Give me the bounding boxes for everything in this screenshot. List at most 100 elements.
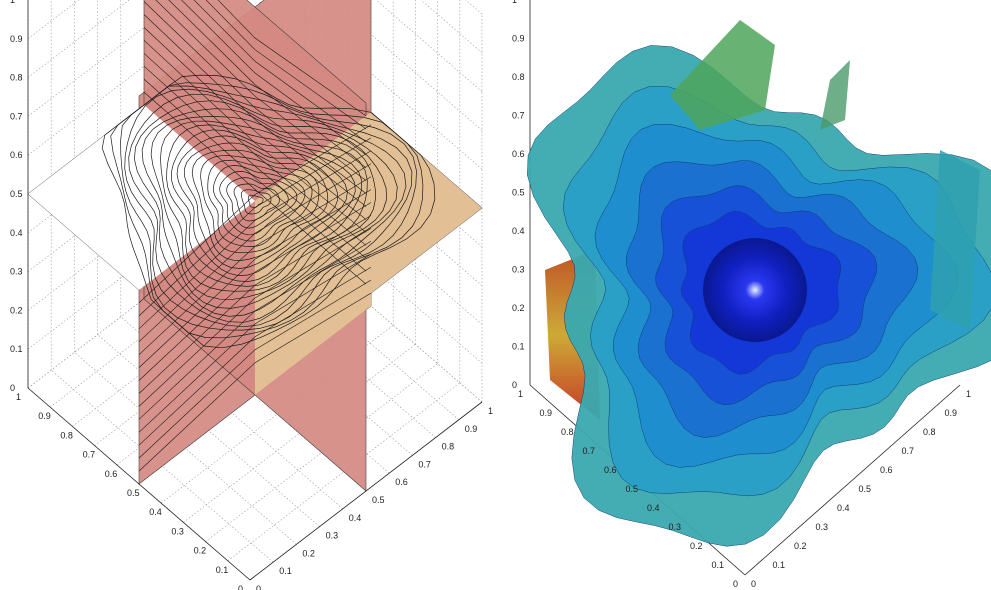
left-x-axis: [27, 387, 251, 581]
right-tick-label: 0.1: [279, 566, 292, 576]
z-tick-label: 1: [10, 0, 15, 5]
contour-ring: [233, 183, 280, 222]
z-tick-label: 0.3: [512, 265, 525, 275]
z-tick-label: 0.9: [512, 34, 525, 44]
z-tick-label: 0.5: [10, 189, 23, 199]
z-tick-label: 0.6: [512, 149, 525, 159]
right-tick-labels: 00.10.20.30.40.50.60.70.80.9100.10.20.30…: [512, 0, 971, 589]
left-tick-labels: 00.10.20.30.40.50.60.70.80.9100.10.20.30…: [10, 0, 493, 590]
left-tick-label: 0.3: [171, 526, 184, 536]
left-tick-label: 0.5: [127, 488, 140, 498]
green-fin-top: [670, 20, 775, 130]
left-tick-label: 0.5: [626, 484, 639, 494]
isosurface-core: [703, 238, 807, 342]
right-tick-label: 0.3: [816, 522, 829, 532]
z-tick-label: 0: [10, 383, 15, 393]
z-tick-label: 0.4: [10, 228, 23, 238]
contour-line: [138, 176, 372, 355]
left-tick-label: 1: [16, 392, 21, 402]
right-tick-label: 0.1: [773, 560, 786, 570]
contour-line: [168, 0, 367, 168]
contour-ring: [176, 135, 348, 276]
contour-ring: [219, 171, 298, 236]
left-tick-label: 0.8: [561, 427, 574, 437]
right-tick-label: 1: [966, 389, 971, 399]
left-tick-label: 0.2: [194, 546, 207, 556]
left-tick-label: 0: [733, 579, 738, 589]
left-tick-label: 0.1: [216, 565, 229, 575]
right-tick-label: 0: [256, 584, 261, 590]
z-tick-label: 0: [512, 380, 517, 390]
isosurface-plot: 00.10.20.30.40.50.60.70.80.9100.10.20.30…: [512, 0, 991, 589]
contour-line: [143, 91, 367, 285]
contour-line: [138, 202, 372, 381]
z-tick-label: 0.9: [10, 34, 23, 44]
z-tick-label: 0.7: [10, 111, 23, 121]
contour-line: [138, 279, 372, 459]
z-tick-label: 0.8: [512, 72, 525, 82]
right-y-axis: [744, 384, 961, 576]
right-tick-label: 0: [751, 579, 756, 589]
right-tick-label: 0.3: [326, 531, 339, 541]
left-tick-label: 0.4: [647, 503, 660, 513]
isosurface-plot-panel: 0 0.1 0.2 0.3 0.4 0.5 0.6 0.7 0.8 0.9 1 0 0.1 0.2 0.3 0…: [500, 0, 991, 590]
slice-planes: [27, 0, 483, 492]
z-tick-label: 0.5: [512, 188, 525, 198]
contour-ring: [124, 88, 413, 328]
contour-ring: [134, 100, 398, 317]
right-tick-label: 0.7: [418, 459, 431, 469]
contour-line: [138, 241, 372, 420]
left-tick-label: 0.1: [712, 560, 725, 570]
contour-line: [138, 266, 372, 446]
right-tick-label: 0.4: [349, 513, 362, 523]
contour-line: [205, 0, 367, 130]
contour-line: [155, 0, 367, 181]
contour-line: [138, 124, 372, 304]
right-tick-label: 0.6: [880, 465, 893, 475]
contour-ring: [120, 85, 417, 331]
left-tick-label: 0.9: [540, 408, 553, 418]
contour-ring: [213, 165, 306, 242]
tan-region-b: [255, 112, 371, 395]
right-tick-label: 0.9: [945, 408, 958, 418]
left-tick-label: 0.6: [604, 465, 617, 475]
left-y-axis: [249, 401, 483, 581]
z-tick-label: 0.1: [10, 344, 23, 354]
z-tick-label: 1: [512, 0, 517, 5]
right-tick-label: 0.8: [442, 442, 455, 452]
slice-plot-panel: 0 0.1 0.2 0.3 0.4 0.5 0.6 0.7 0.8 0.9 1 0 0.1 0.2 0.3 0…: [10, 0, 493, 590]
slice-plot: 00.10.20.30.40.50.60.70.80.9100.10.20.30…: [10, 0, 493, 590]
left-axes: [27, 0, 483, 581]
contour-line: [143, 78, 367, 272]
contour-ring: [160, 120, 368, 292]
contour-ring: [150, 116, 376, 300]
left-tick-label: 0.2: [690, 541, 703, 551]
left-tick-label: 0.9: [38, 411, 51, 421]
contour-ring: [207, 159, 313, 247]
isosurfaces: [527, 20, 991, 547]
z-tick-label: 0.2: [512, 303, 525, 313]
right-tick-label: 0.5: [372, 495, 385, 505]
contour-line: [138, 137, 372, 317]
z-tick-label: 0.8: [10, 73, 23, 83]
left-tick-label: 0.4: [149, 507, 162, 517]
right-tick-label: 0.8: [923, 427, 936, 437]
right-tick-label: 0.5: [859, 484, 872, 494]
z-tick-label: 0.2: [10, 305, 23, 315]
contour-ring: [183, 142, 339, 269]
right-tick-label: 0.2: [794, 541, 807, 551]
contour-line: [143, 14, 367, 207]
contour-line: [143, 27, 367, 220]
right-tick-label: 0.2: [302, 548, 315, 558]
contour-ring: [110, 82, 424, 339]
left-tick-label: 0.7: [583, 446, 596, 456]
left-tick-label: 1: [518, 389, 523, 399]
teal-fin-right: [930, 150, 980, 330]
z-tick-label: 0.7: [512, 111, 525, 121]
contour-ring: [226, 177, 289, 229]
contour-line: [138, 254, 372, 433]
contour-line: [138, 150, 372, 330]
contour-ring: [247, 194, 264, 208]
left-tick-label: 0.3: [669, 522, 682, 532]
contour-line: [143, 1, 367, 194]
